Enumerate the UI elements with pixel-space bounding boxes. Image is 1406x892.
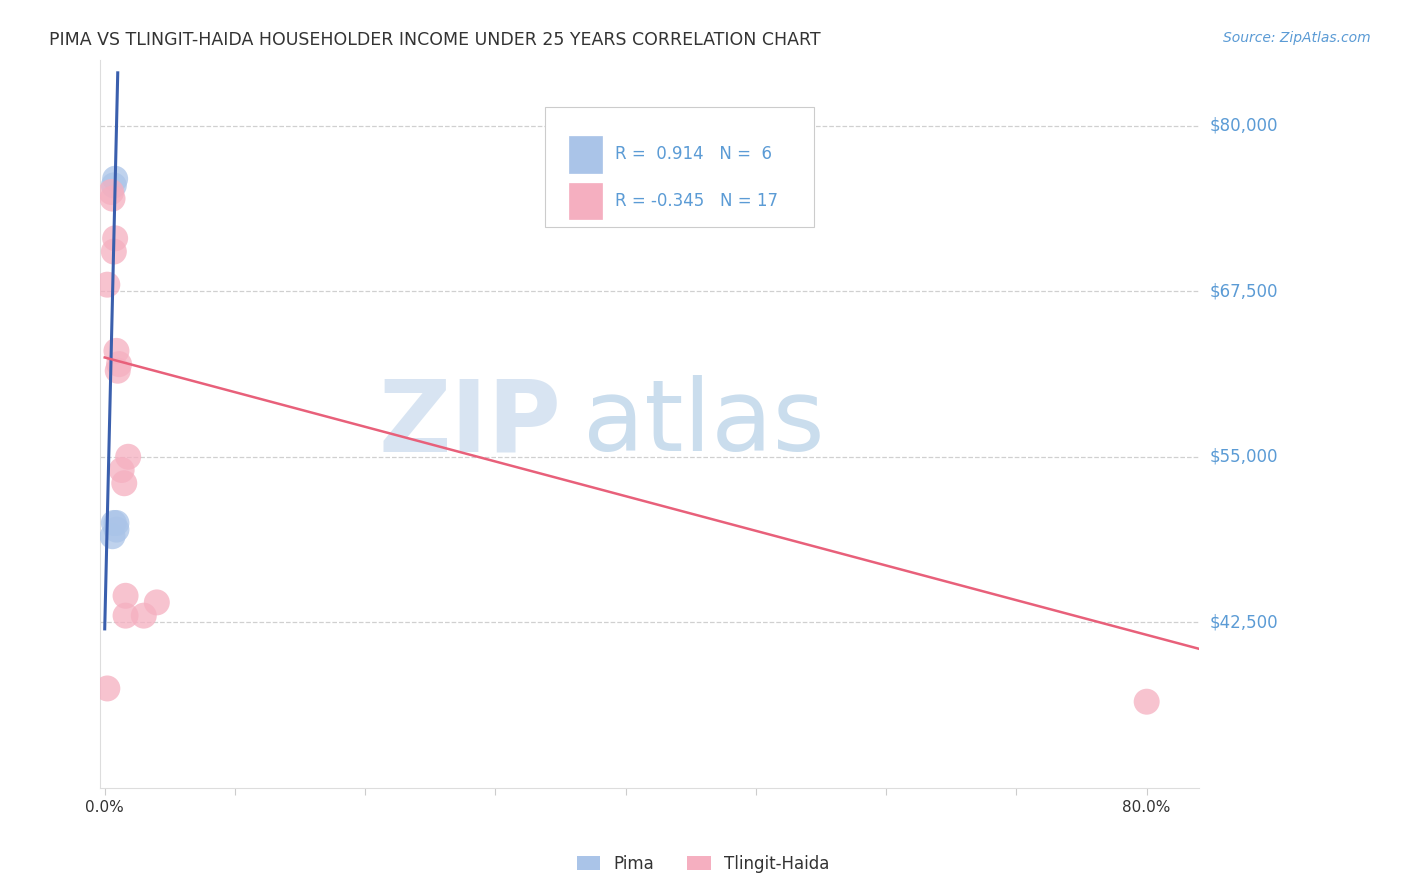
Point [117,450,139,464]
Text: $55,000: $55,000 [1211,448,1278,466]
Point [112,476,135,491]
FancyBboxPatch shape [569,136,602,172]
Point [103,178,125,193]
Point [105,523,128,537]
Point [96,681,118,696]
Text: $80,000: $80,000 [1211,117,1278,135]
Point [103,244,125,259]
Point [103,516,125,530]
Point [114,589,136,603]
Text: PIMA VS TLINGIT-HAIDA HOUSEHOLDER INCOME UNDER 25 YEARS CORRELATION CHART: PIMA VS TLINGIT-HAIDA HOUSEHOLDER INCOME… [49,31,821,49]
Text: $67,500: $67,500 [1211,282,1278,301]
Point [100,185,122,199]
Point [146,595,169,609]
Text: ZIP: ZIP [378,376,561,472]
Text: $42,500: $42,500 [1211,614,1278,632]
Point [108,357,131,371]
Point [101,529,124,543]
Text: R =  0.914   N =  6: R = 0.914 N = 6 [614,145,772,163]
Point [132,608,155,623]
Text: atlas: atlas [583,376,825,472]
Point [111,463,134,477]
Legend: Pima, Tlingit-Haida: Pima, Tlingit-Haida [569,848,837,880]
Point [107,364,129,378]
Text: R = -0.345   N = 17: R = -0.345 N = 17 [614,192,778,210]
Point [101,192,124,206]
Point [96,277,118,292]
Point [1136,695,1159,709]
FancyBboxPatch shape [569,183,602,219]
Point [114,608,136,623]
FancyBboxPatch shape [544,107,814,227]
Point [105,343,128,358]
Point [104,231,127,245]
Point [104,171,127,186]
Text: Source: ZipAtlas.com: Source: ZipAtlas.com [1223,31,1371,45]
Point [105,516,128,530]
